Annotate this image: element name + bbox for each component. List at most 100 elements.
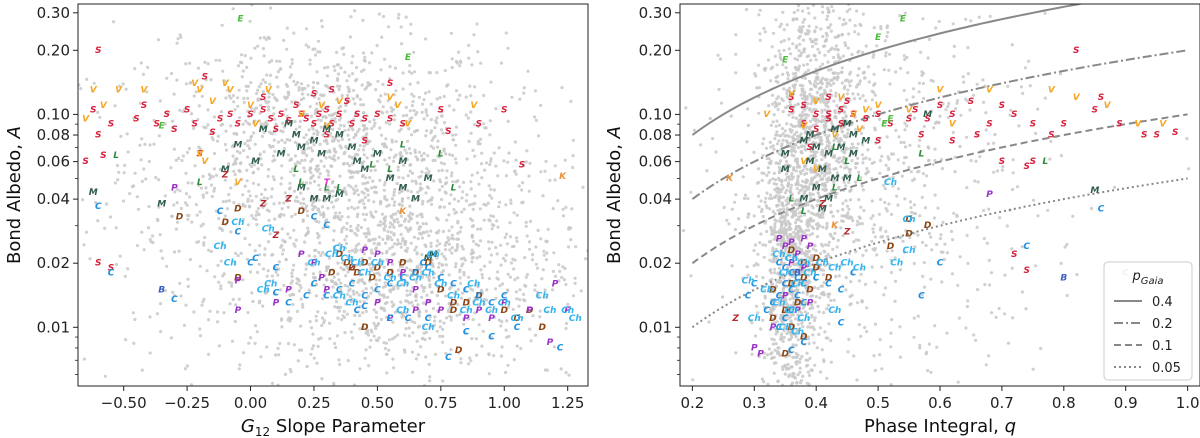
background-point: [279, 151, 283, 156]
class-marker-C: C: [420, 259, 427, 269]
background-point: [902, 161, 906, 165]
background-point: [440, 184, 444, 189]
background-point: [834, 115, 838, 119]
background-point: [488, 219, 492, 223]
background-point: [384, 224, 388, 228]
background-point: [773, 297, 777, 301]
background-point: [429, 102, 433, 106]
background-point: [808, 307, 812, 311]
background-point: [403, 279, 407, 283]
background-point: [217, 216, 221, 221]
background-point: [372, 118, 376, 122]
background-point: [468, 356, 472, 360]
background-point: [426, 154, 430, 158]
background-point: [387, 348, 391, 352]
background-point: [758, 32, 762, 36]
background-point: [494, 164, 498, 168]
background-point: [459, 357, 463, 361]
background-point: [847, 167, 851, 171]
class-marker-S: S: [328, 120, 334, 130]
background-point: [805, 125, 809, 129]
background-point: [378, 278, 382, 282]
background-point: [307, 254, 311, 258]
class-marker-V: V: [141, 86, 149, 96]
background-point: [689, 190, 693, 194]
background-point: [205, 269, 209, 273]
background-point: [363, 59, 367, 63]
background-point: [489, 80, 493, 84]
background-point: [825, 144, 829, 148]
background-point: [496, 225, 500, 229]
background-point: [414, 298, 418, 303]
background-point: [361, 325, 365, 329]
background-point: [525, 149, 529, 153]
background-point: [891, 152, 896, 156]
background-point: [84, 230, 89, 234]
class-marker-D: D: [374, 263, 382, 273]
background-point: [250, 199, 254, 203]
background-point: [902, 140, 906, 145]
background-point: [370, 213, 374, 217]
background-point: [204, 126, 208, 130]
background-point: [922, 124, 926, 129]
background-point: [714, 150, 718, 154]
background-point: [437, 248, 441, 253]
background-point: [430, 258, 434, 262]
background-point: [571, 138, 576, 142]
background-point: [449, 31, 453, 35]
background-point: [337, 87, 341, 92]
background-point: [301, 181, 305, 185]
background-point: [803, 101, 807, 105]
background-point: [190, 220, 194, 224]
background-point: [785, 267, 789, 271]
background-point: [866, 65, 871, 69]
background-point: [416, 237, 420, 241]
background-point: [255, 223, 259, 227]
background-point: [802, 213, 807, 217]
background-point: [382, 216, 386, 220]
background-point: [366, 330, 370, 334]
background-point: [328, 192, 332, 196]
background-point: [331, 285, 335, 289]
background-point: [442, 255, 446, 259]
background-point: [244, 119, 248, 123]
background-point: [300, 205, 304, 209]
background-point: [429, 244, 433, 248]
background-point: [345, 221, 349, 225]
background-point: [537, 294, 541, 298]
background-point: [92, 81, 96, 85]
background-point: [304, 43, 308, 47]
background-point: [795, 292, 799, 296]
background-point: [349, 143, 353, 147]
class-marker-Ch: Ch: [262, 224, 275, 234]
background-point: [358, 262, 362, 266]
background-point: [350, 205, 354, 209]
class-marker-L: L: [400, 140, 406, 150]
background-point: [773, 212, 777, 216]
background-point: [792, 84, 796, 88]
background-point: [264, 291, 268, 295]
background-point: [445, 84, 449, 88]
background-point: [450, 57, 454, 61]
background-point: [378, 200, 382, 204]
background-point: [415, 128, 420, 132]
background-point: [470, 260, 474, 264]
background-point: [561, 207, 565, 211]
background-point: [879, 27, 883, 31]
background-point: [417, 95, 421, 99]
background-point: [844, 21, 848, 26]
background-point: [492, 315, 496, 319]
background-point: [391, 253, 395, 257]
background-point: [746, 123, 751, 127]
background-point: [791, 292, 795, 296]
background-point: [441, 340, 445, 344]
background-point: [807, 24, 811, 28]
background-point: [438, 178, 442, 182]
background-point: [830, 175, 834, 179]
background-point: [312, 132, 316, 136]
background-point: [378, 262, 382, 266]
background-point: [499, 263, 503, 267]
background-point: [860, 184, 864, 188]
background-point: [385, 301, 389, 305]
